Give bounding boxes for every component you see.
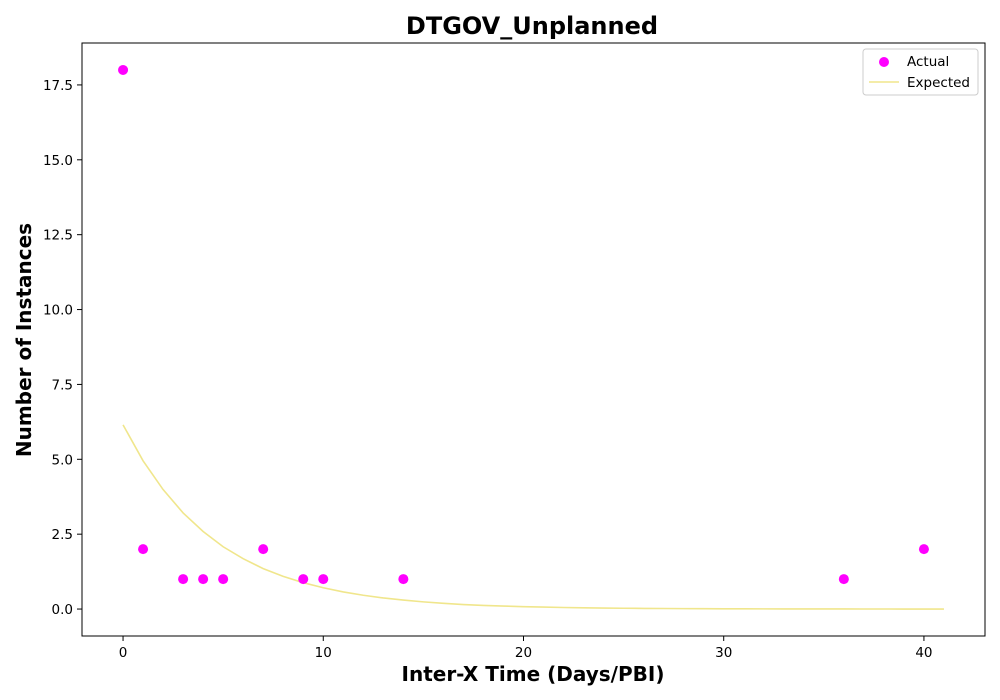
actual-point bbox=[258, 544, 269, 555]
legend-label-expected: Expected bbox=[907, 75, 970, 91]
expected-line bbox=[122, 424, 944, 610]
series-layer bbox=[118, 64, 944, 610]
plot-area-frame bbox=[81, 42, 986, 637]
actual-point bbox=[918, 544, 929, 555]
actual-point bbox=[138, 544, 149, 555]
chart-title: DTGOV_Unplanned bbox=[406, 12, 658, 40]
y-tick-label: 12.5 bbox=[43, 228, 73, 244]
y-axis: 0.0 2.5 5.0 7.5 10.0 12.5 15.0 17.5 bbox=[43, 78, 82, 618]
y-tick-label: 0.0 bbox=[52, 602, 73, 618]
x-axis-label: Inter-X Time (Days/PBI) bbox=[402, 662, 665, 686]
legend-box bbox=[862, 48, 979, 96]
y-axis-label: Number of Instances bbox=[12, 223, 36, 457]
actual-point bbox=[218, 574, 229, 585]
y-tick-label: 10.0 bbox=[43, 303, 73, 319]
legend: Actual Expected bbox=[862, 48, 979, 96]
y-tick-label: 17.5 bbox=[43, 78, 73, 94]
y-tick-label: 7.5 bbox=[52, 377, 73, 393]
actual-point bbox=[298, 574, 309, 585]
actual-point bbox=[178, 574, 189, 585]
x-tick-label: 40 bbox=[915, 645, 932, 661]
x-tick-label: 30 bbox=[715, 645, 732, 661]
y-tick-label: 2.5 bbox=[52, 527, 73, 543]
y-tick-label: 15.0 bbox=[43, 153, 73, 169]
y-tick-label: 5.0 bbox=[52, 452, 73, 468]
legend-marker-actual bbox=[879, 57, 889, 67]
actual-point bbox=[318, 574, 329, 585]
x-tick-label: 10 bbox=[315, 645, 332, 661]
x-tick-label: 0 bbox=[119, 645, 128, 661]
x-tick-label: 20 bbox=[515, 645, 532, 661]
actual-point bbox=[198, 574, 209, 585]
x-axis: 0 10 20 30 40 bbox=[119, 636, 933, 661]
actual-point bbox=[118, 64, 129, 75]
actual-point bbox=[398, 574, 409, 585]
actual-point bbox=[838, 574, 849, 585]
legend-label-actual: Actual bbox=[907, 54, 949, 70]
